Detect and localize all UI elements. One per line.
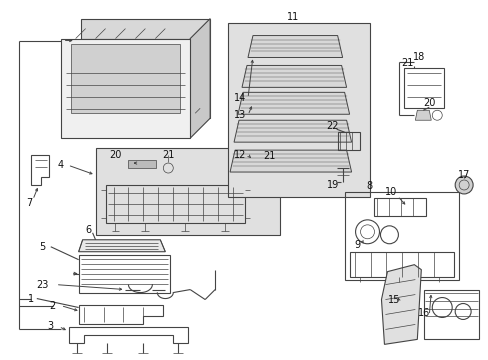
Text: 13: 13 bbox=[233, 110, 245, 120]
Text: 1: 1 bbox=[28, 293, 34, 303]
Text: 9: 9 bbox=[354, 240, 360, 250]
Bar bbox=[344, 192, 458, 280]
Text: 21: 21 bbox=[162, 150, 174, 160]
Text: 7: 7 bbox=[26, 198, 32, 208]
Polygon shape bbox=[247, 36, 342, 58]
Polygon shape bbox=[238, 92, 349, 114]
Bar bbox=[105, 185, 244, 223]
Text: 8: 8 bbox=[366, 181, 372, 191]
Text: 23: 23 bbox=[37, 280, 49, 289]
Text: 19: 19 bbox=[326, 180, 338, 190]
Polygon shape bbox=[229, 150, 351, 172]
Circle shape bbox=[454, 176, 472, 194]
Bar bbox=[128, 160, 156, 168]
Text: 10: 10 bbox=[385, 187, 397, 197]
Text: 21: 21 bbox=[263, 151, 276, 161]
Text: 6: 6 bbox=[85, 225, 91, 235]
Polygon shape bbox=[414, 110, 430, 120]
Polygon shape bbox=[242, 66, 346, 87]
Text: 18: 18 bbox=[412, 53, 425, 63]
Text: 2: 2 bbox=[49, 301, 56, 311]
Bar bbox=[95, 148, 279, 235]
Bar bbox=[374, 198, 426, 216]
Text: 3: 3 bbox=[48, 321, 54, 332]
Bar bbox=[404, 68, 443, 108]
Polygon shape bbox=[190, 19, 210, 138]
Bar bbox=[337, 132, 359, 150]
Text: 20: 20 bbox=[422, 98, 435, 108]
Polygon shape bbox=[61, 39, 190, 138]
Text: 21: 21 bbox=[400, 58, 413, 68]
Text: 17: 17 bbox=[457, 170, 469, 180]
Text: 16: 16 bbox=[417, 309, 429, 319]
Bar bbox=[71, 44, 180, 113]
Polygon shape bbox=[79, 240, 165, 252]
Text: 12: 12 bbox=[233, 150, 245, 160]
Bar bbox=[349, 252, 453, 276]
Text: 20: 20 bbox=[109, 150, 122, 160]
Text: 4: 4 bbox=[58, 160, 63, 170]
Polygon shape bbox=[381, 265, 421, 345]
Text: 11: 11 bbox=[286, 12, 298, 22]
Bar bbox=[79, 255, 170, 293]
Text: 14: 14 bbox=[233, 93, 245, 103]
Polygon shape bbox=[234, 120, 351, 142]
Bar bbox=[424, 289, 478, 339]
Text: 5: 5 bbox=[40, 242, 46, 252]
Bar bbox=[227, 23, 369, 197]
Text: 15: 15 bbox=[387, 294, 400, 305]
Polygon shape bbox=[81, 19, 210, 118]
Text: 22: 22 bbox=[326, 121, 338, 131]
